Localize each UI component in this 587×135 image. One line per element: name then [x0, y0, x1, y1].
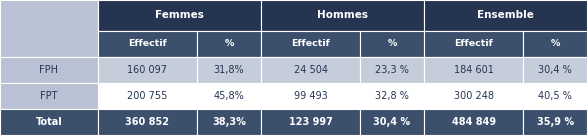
Bar — [98, 109, 197, 135]
Text: 45,8%: 45,8% — [214, 91, 244, 101]
Bar — [261, 83, 360, 109]
Text: %: % — [551, 39, 560, 48]
Bar — [424, 0, 587, 31]
Text: Femmes: Femmes — [155, 10, 204, 20]
Text: FPH: FPH — [39, 65, 59, 75]
Bar — [424, 57, 523, 83]
Bar — [360, 83, 424, 109]
Text: 99 493: 99 493 — [294, 91, 328, 101]
Text: 300 248: 300 248 — [454, 91, 494, 101]
Bar — [523, 31, 587, 57]
Text: 30,4 %: 30,4 % — [373, 117, 411, 127]
Text: 32,8 %: 32,8 % — [375, 91, 409, 101]
Text: 40,5 %: 40,5 % — [538, 91, 572, 101]
Text: 123 997: 123 997 — [289, 117, 332, 127]
Text: 184 601: 184 601 — [454, 65, 494, 75]
Bar — [98, 0, 261, 31]
Bar — [360, 57, 424, 83]
Bar — [523, 109, 587, 135]
Bar — [0, 0, 98, 57]
Bar — [0, 57, 98, 83]
Bar — [197, 31, 261, 57]
Text: 38,3%: 38,3% — [212, 117, 246, 127]
Bar — [98, 57, 197, 83]
Text: Hommes: Hommes — [317, 10, 368, 20]
Text: Effectif: Effectif — [128, 39, 167, 48]
Text: 23,3 %: 23,3 % — [375, 65, 409, 75]
Text: 31,8%: 31,8% — [214, 65, 244, 75]
Bar — [523, 83, 587, 109]
Bar — [261, 109, 360, 135]
Bar — [424, 83, 523, 109]
Bar — [261, 31, 360, 57]
Bar — [424, 109, 523, 135]
Text: 30,4 %: 30,4 % — [538, 65, 572, 75]
Bar — [360, 31, 424, 57]
Text: Effectif: Effectif — [454, 39, 493, 48]
Text: %: % — [387, 39, 397, 48]
Bar — [261, 57, 360, 83]
Bar — [197, 83, 261, 109]
Bar — [0, 83, 98, 109]
Bar — [98, 83, 197, 109]
Bar — [197, 57, 261, 83]
Bar — [0, 109, 98, 135]
Bar — [360, 109, 424, 135]
Text: 35,9 %: 35,9 % — [537, 117, 573, 127]
Bar — [523, 57, 587, 83]
Text: 160 097: 160 097 — [127, 65, 167, 75]
Text: 360 852: 360 852 — [126, 117, 170, 127]
Bar — [98, 31, 197, 57]
Text: Effectif: Effectif — [291, 39, 330, 48]
Text: 484 849: 484 849 — [451, 117, 495, 127]
Text: Total: Total — [36, 117, 62, 127]
Text: %: % — [224, 39, 234, 48]
Text: 200 755: 200 755 — [127, 91, 168, 101]
Text: FPT: FPT — [40, 91, 58, 101]
Text: 24 504: 24 504 — [294, 65, 328, 75]
Bar — [261, 0, 424, 31]
Bar — [197, 109, 261, 135]
Bar — [424, 31, 523, 57]
Text: Ensemble: Ensemble — [477, 10, 534, 20]
